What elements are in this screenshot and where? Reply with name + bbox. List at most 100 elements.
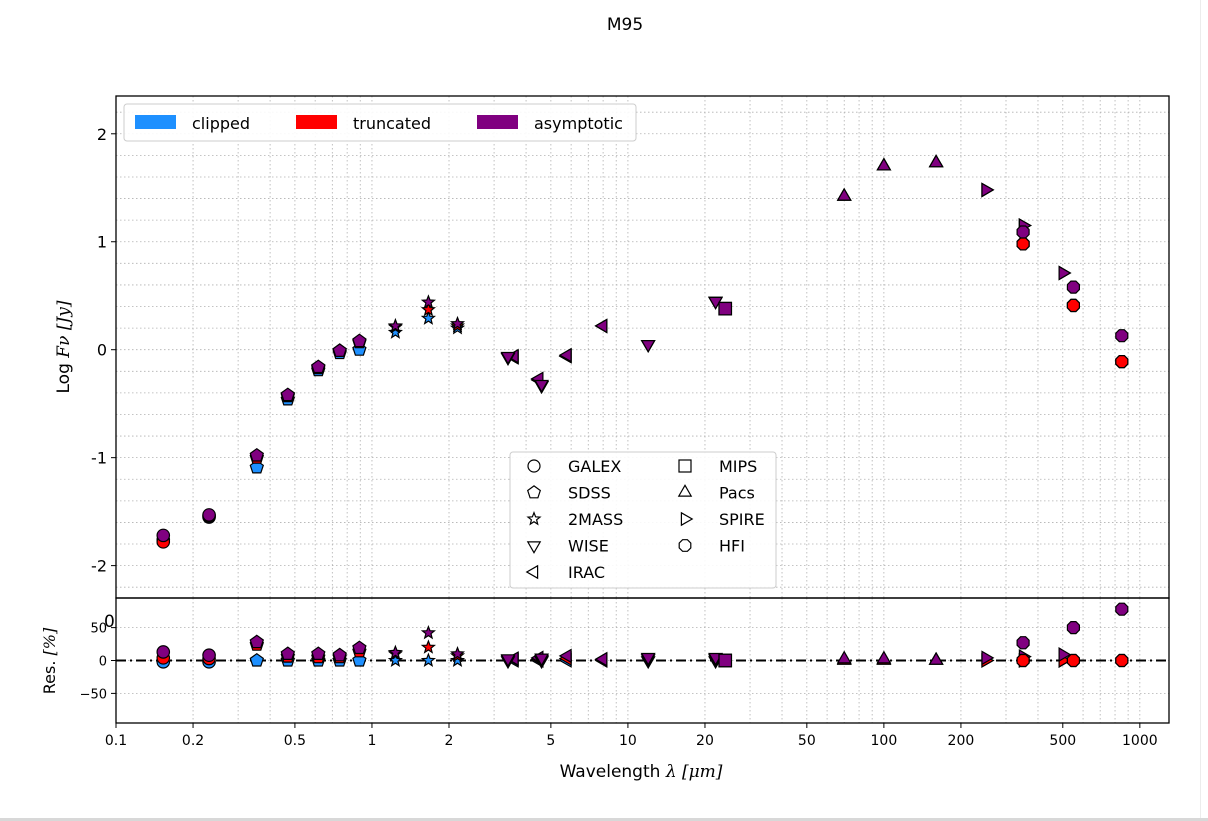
flux-point-asymptotic <box>387 317 403 333</box>
flux-point-asymptotic <box>718 301 733 316</box>
residual-y-tick-label: −50 <box>80 687 107 702</box>
residual-point-asymptotic <box>594 651 608 667</box>
x-tick-label: 200 <box>948 733 975 749</box>
flux-point-asymptotic <box>156 528 171 543</box>
legend-marker-irac <box>525 564 539 580</box>
legend-label-truncated: truncated <box>353 114 431 133</box>
residual-point-asymptotic <box>352 640 367 655</box>
flux-point-asymptotic <box>928 154 944 168</box>
legend-label-clipped: clipped <box>192 114 250 133</box>
x-tick-label: 0.1 <box>105 733 127 749</box>
x-axis-label: Wavelength λ [μm] <box>560 762 723 782</box>
legend-swatch-truncated <box>296 115 337 129</box>
y-tick-label: -2 <box>91 557 107 576</box>
legend-marker-wise <box>526 541 542 554</box>
residual-point-asymptotic <box>1016 636 1030 650</box>
legend-label-mips: MIPS <box>719 457 757 476</box>
flux-point-asymptotic <box>1066 280 1081 294</box>
series-legend: clipped truncated asymptotic <box>123 103 637 142</box>
top-panel-grid <box>115 96 1169 598</box>
stray-zero-label: 0 <box>104 612 115 632</box>
x-tick-label: 50 <box>798 733 816 749</box>
residual-point-truncated <box>1115 653 1129 668</box>
flux-point-asymptotic <box>202 508 216 522</box>
y-axis-label-prefix: Log <box>54 358 74 394</box>
legend-marker-galex <box>527 459 541 473</box>
flux-point-asymptotic <box>640 340 656 353</box>
y-tick-label: 1 <box>97 233 107 252</box>
residual-point-truncated <box>420 639 436 654</box>
residual-point-asymptotic <box>500 654 516 668</box>
legend-marker-hfi <box>678 539 692 552</box>
x-tick-label: 0.2 <box>182 733 204 749</box>
residual-point-truncated <box>1016 653 1030 668</box>
x-axis-label-prefix: Wavelength <box>560 762 666 782</box>
residual-point-asymptotic <box>1058 647 1072 663</box>
y-tick-label: -1 <box>91 449 107 468</box>
residual-y-axis-label: Res. [%] <box>40 627 59 694</box>
residual-point-asymptotic <box>718 653 733 668</box>
residual-y-ticks: −50 0 50 <box>80 622 116 702</box>
residual-point-asymptotic <box>420 624 436 640</box>
legend-marker-sdss <box>526 485 542 499</box>
residual-point-asymptotic <box>928 651 944 665</box>
y-tick-label: 0 <box>97 341 107 360</box>
flux-point-asymptotic <box>280 387 296 402</box>
window-bottom-edge <box>0 818 1208 821</box>
residual-point-asymptotic <box>1066 620 1081 635</box>
legend-label-sdss: SDSS <box>568 484 611 503</box>
x-tick-label: 5 <box>546 733 555 749</box>
x-tick-label: 500 <box>1049 733 1076 749</box>
flux-point-asymptotic <box>594 318 608 334</box>
legend-label-galex: GALEX <box>568 457 621 476</box>
legend-label-hfi: HFI <box>719 537 745 556</box>
legend-label-wise: WISE <box>568 537 609 556</box>
x-tick-label: 0.5 <box>284 733 306 749</box>
x-ticks: 0.1 0.2 0.5 1 2 5 10 20 50 100 200 500 1000 <box>105 723 1158 749</box>
flux-point-asymptotic <box>311 359 326 374</box>
residual-point-asymptotic <box>311 646 326 661</box>
flux-point-asymptotic <box>1016 225 1030 239</box>
legend-marker-pacs <box>677 484 693 497</box>
residual-point-asymptotic <box>249 634 265 649</box>
flux-point-asymptotic <box>352 333 367 348</box>
flux-point-asymptotic <box>420 294 436 309</box>
residual-point-asymptotic <box>387 644 403 660</box>
flux-point-asymptotic <box>534 379 550 393</box>
residual-point-truncated <box>1066 653 1081 668</box>
top-panel-points <box>156 154 1129 549</box>
flux-point-asymptotic <box>249 447 265 462</box>
flux-point-asymptotic <box>332 343 347 357</box>
residual-y-axis-label-math: [%] <box>40 627 59 655</box>
residual-point-clipped <box>449 652 466 667</box>
window-edge <box>1200 0 1201 818</box>
residual-y-tick-label: 50 <box>90 622 107 637</box>
residual-point-asymptotic <box>202 648 216 663</box>
flux-point-truncated <box>420 301 436 317</box>
residual-point-asymptotic <box>1115 602 1129 616</box>
residual-panel-points <box>156 602 1129 670</box>
residual-point-asymptotic <box>640 652 656 666</box>
x-tick-label: 2 <box>445 733 454 749</box>
flux-point-clipped <box>420 310 436 325</box>
flux-point-clipped <box>387 324 403 339</box>
residual-y-axis-label-text: Res. <box>40 661 59 695</box>
flux-point-asymptotic <box>876 157 892 171</box>
legend-label-pacs: Pacs <box>719 484 755 503</box>
x-axis-label-math: λ [μm] <box>665 762 723 782</box>
flux-point-asymptotic <box>981 182 995 198</box>
flux-point-truncated <box>1115 355 1129 369</box>
marker-legend-frame <box>509 451 777 589</box>
legend-label-spire: SPIRE <box>719 510 765 529</box>
residual-point-asymptotic <box>981 650 995 666</box>
residual-point-asymptotic <box>156 645 171 659</box>
residual-point-asymptotic <box>449 645 466 661</box>
y-axis-label-math: Fν [Jy] <box>54 300 74 359</box>
legend-swatch-asymptotic <box>477 115 518 129</box>
y-tick-label: 2 <box>97 125 107 144</box>
flux-point-asymptotic <box>1058 265 1072 281</box>
flux-point-asymptotic <box>449 315 466 331</box>
flux-point-truncated <box>1066 298 1081 313</box>
flux-point-asymptotic <box>558 347 572 363</box>
